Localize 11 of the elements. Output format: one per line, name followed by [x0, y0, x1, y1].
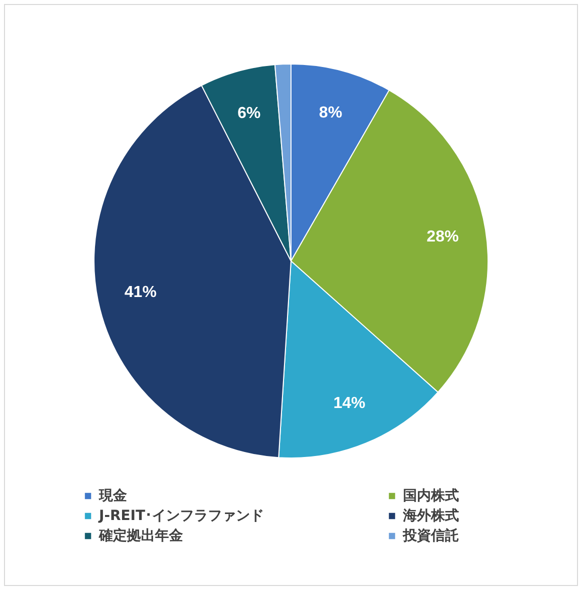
legend-label: 確定拠出年金	[98, 527, 184, 544]
data-label: 8%	[319, 104, 342, 122]
legend-label: 現金	[98, 488, 128, 504]
data-label: 41%	[124, 284, 157, 302]
data-label: 6%	[237, 105, 261, 122]
data-label: 28%	[426, 228, 459, 246]
legend-label: 国内株式	[403, 488, 459, 504]
legend-label: 投資信託	[402, 528, 459, 544]
legend-label: 海外株式	[402, 508, 459, 524]
data-label: 14%	[333, 395, 366, 412]
legend-label: J-REIT･インフラファンド	[98, 508, 264, 524]
